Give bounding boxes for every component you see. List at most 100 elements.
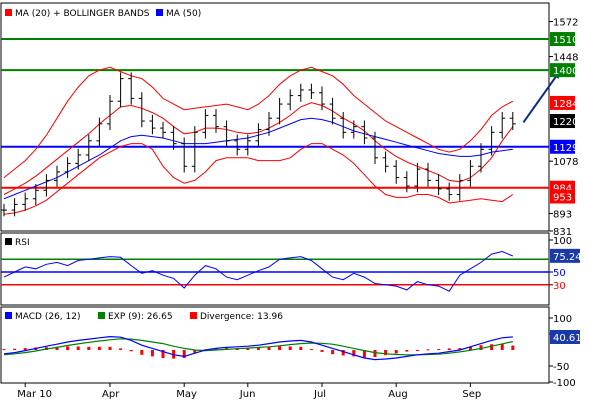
price-y-tick-label: 1572 <box>553 18 578 29</box>
legend-label-exp: EXP (9): 26.65 <box>108 312 173 322</box>
price-value-label-1510: 1510 <box>553 35 578 46</box>
x-tick-label: Mar 10 <box>17 389 52 400</box>
macd-y-tick-label: -50 <box>553 362 569 373</box>
legend-swatch-ma50 <box>156 9 163 16</box>
macd-signal-line <box>3 338 513 356</box>
x-tick-label: Jun <box>239 389 256 400</box>
divergence-bar <box>97 346 101 350</box>
divergence-bar <box>278 346 282 350</box>
legend-swatch-macd <box>5 312 12 319</box>
divergence-bar <box>161 350 165 358</box>
divergence-bar <box>468 346 472 350</box>
macd-current-box <box>550 330 580 345</box>
divergence-bar <box>437 349 441 351</box>
legend-label-ma20: MA (20) + BOLLINGER BANDS <box>15 9 150 19</box>
x-tick-label: Jul <box>313 389 326 400</box>
macd-panel <box>0 306 550 384</box>
price-value-box-1220 <box>550 114 575 129</box>
rsi-y-tick-label: 30 <box>553 281 566 292</box>
rsi-y-tick-label: 100 <box>553 236 572 247</box>
divergence-bar <box>500 343 504 350</box>
legend-label-rsi: RSI <box>15 238 30 248</box>
macd-current-label: 40.61 <box>553 333 582 344</box>
divergence-bar <box>76 346 80 350</box>
macd-legend: MACD (26, 12) EXP (9): 26.65 Divergence:… <box>5 312 283 322</box>
legend-label-macd: MACD (26, 12) <box>15 312 81 322</box>
price-value-label-1129: 1129 <box>553 143 578 154</box>
divergence-bar <box>23 348 27 350</box>
divergence-bar <box>150 350 154 357</box>
divergence-bar <box>415 350 419 351</box>
rsi-line <box>3 250 513 292</box>
price-value-box-1510 <box>550 32 575 47</box>
divergence-bar <box>299 346 303 350</box>
price-panel <box>0 2 550 232</box>
legend-swatch-exp <box>98 312 105 319</box>
divergence-bar <box>13 348 17 350</box>
divergence-bar <box>405 350 409 352</box>
x-tick-label: Aug <box>388 389 408 400</box>
divergence-bar <box>341 350 345 356</box>
rsi-legend: RSI <box>5 238 30 248</box>
divergence-bar <box>267 346 271 350</box>
price-y-tick-label: 893 <box>553 209 572 220</box>
rsi-current-box <box>550 248 580 263</box>
legend-swatch-ma20 <box>5 9 12 16</box>
projection-arrow <box>522 69 562 124</box>
price-value-label-953: 953 <box>553 193 572 204</box>
divergence-bar <box>214 348 218 350</box>
divergence-bar <box>119 348 123 350</box>
bollinger-lower-band <box>3 143 514 215</box>
price-value-box-1284 <box>550 95 575 110</box>
price-value-box-1400 <box>550 63 575 78</box>
divergence-bar <box>309 349 313 351</box>
legend-swatch-rsi <box>5 238 12 245</box>
divergence-bar <box>490 344 494 350</box>
rsi-panel <box>0 232 550 306</box>
divergence-bar <box>246 348 250 350</box>
x-tick-label: Apr <box>102 389 120 400</box>
legend-label-divergence: Divergence: 13.96 <box>200 312 283 322</box>
macd-y-tick-label: 100 <box>553 314 572 325</box>
divergence-bar <box>108 346 112 350</box>
divergence-bar <box>352 350 356 357</box>
price-legend: MA (20) + BOLLINGER BANDS MA (50) <box>5 9 201 19</box>
x-tick-label: May <box>176 389 197 400</box>
bollinger-upper-band <box>3 66 514 178</box>
divergence-bar <box>288 346 292 350</box>
divergence-bar <box>479 345 483 350</box>
divergence-bar <box>373 350 377 358</box>
price-value-label-1284: 1284 <box>553 99 578 110</box>
divergence-bar <box>66 346 70 350</box>
price-value-label-1220: 1220 <box>553 117 578 128</box>
divergence-bar <box>55 346 59 350</box>
price-value-box-1129 <box>550 139 575 154</box>
price-value-label-984: 984 <box>553 184 572 195</box>
divergence-bar <box>511 345 515 350</box>
macd-line <box>3 335 513 361</box>
divergence-bar <box>320 350 324 352</box>
divergence-bar <box>182 350 186 358</box>
divergence-bar <box>87 346 91 350</box>
divergence-bar <box>447 348 451 350</box>
x-tick-label: Sep <box>462 389 481 400</box>
divergence-bar <box>193 350 197 354</box>
divergence-bar <box>129 350 133 352</box>
divergence-bar <box>362 350 366 358</box>
rsi-current-label: 75.24 <box>553 252 582 263</box>
divergence-bar <box>394 350 398 354</box>
divergence-bar <box>331 350 335 355</box>
price-y-tick-label: 1078 <box>553 157 578 168</box>
divergence-bar <box>2 349 6 351</box>
divergence-bar <box>256 347 260 350</box>
divergence-bar <box>426 349 430 351</box>
macd-y-tick-label: -100 <box>553 378 576 389</box>
rsi-y-tick-label: 50 <box>553 268 566 279</box>
legend-label-ma50: MA (50) <box>166 9 201 19</box>
price-value-box-953 <box>550 189 575 204</box>
divergence-bar <box>384 350 388 356</box>
legend-swatch-divergence <box>190 312 197 319</box>
price-y-tick-label: 831 <box>553 227 572 238</box>
divergence-bar <box>140 350 144 355</box>
